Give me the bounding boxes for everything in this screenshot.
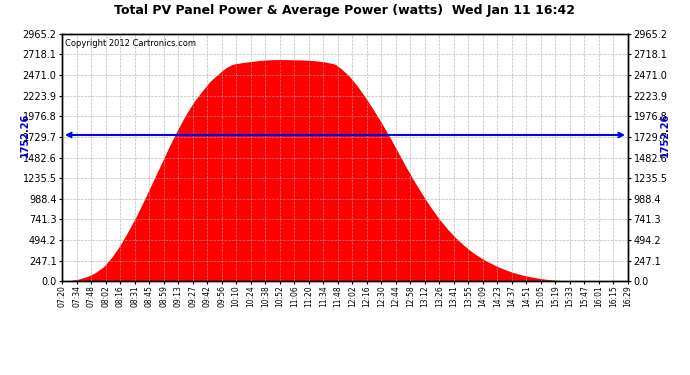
- Text: 1752.26: 1752.26: [20, 113, 30, 157]
- Text: Total PV Panel Power & Average Power (watts)  Wed Jan 11 16:42: Total PV Panel Power & Average Power (wa…: [115, 4, 575, 17]
- Text: Copyright 2012 Cartronics.com: Copyright 2012 Cartronics.com: [65, 39, 196, 48]
- Text: 1752.26: 1752.26: [660, 113, 670, 157]
